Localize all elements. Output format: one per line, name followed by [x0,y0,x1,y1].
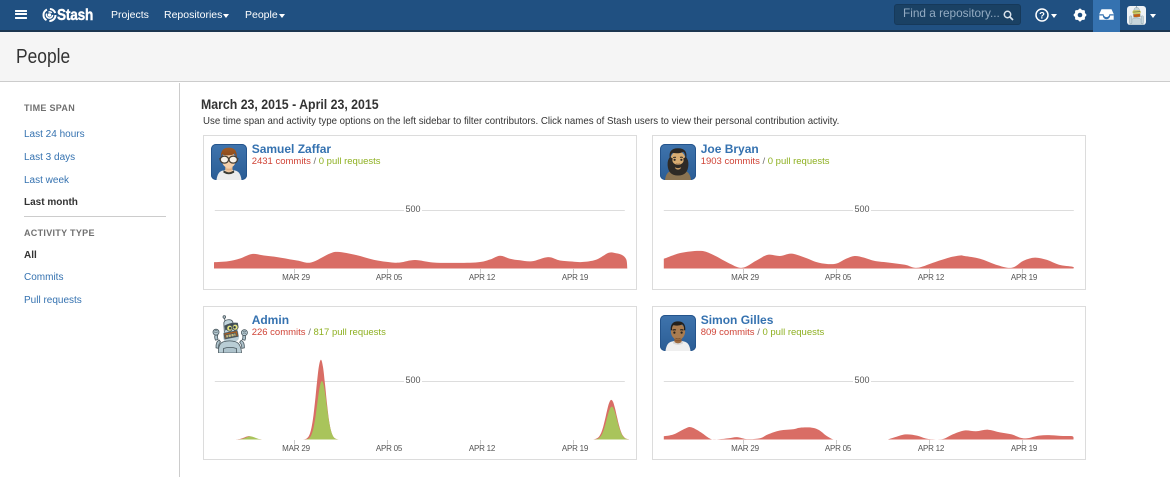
svg-text:?: ? [1039,10,1045,21]
